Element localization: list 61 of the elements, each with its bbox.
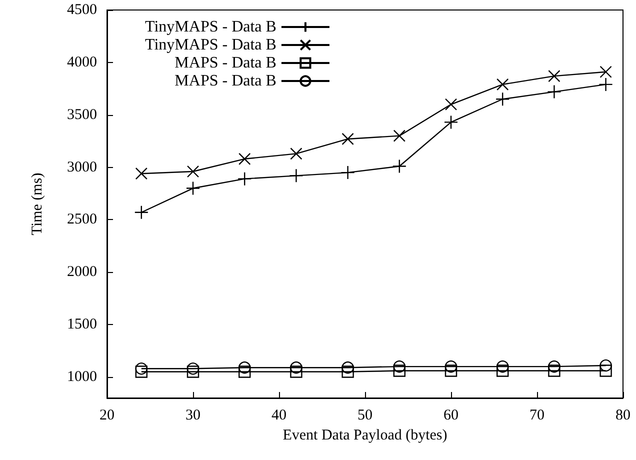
point: [134, 205, 148, 220]
point: [548, 360, 560, 373]
y-axis-title: Time (ms): [30, 172, 46, 236]
point: [290, 148, 302, 160]
point: [342, 366, 354, 378]
point: [600, 66, 612, 78]
point: [444, 115, 458, 130]
x-tick-label: 60: [444, 408, 458, 424]
x-axis-title: Event Data Payload (bytes): [282, 428, 448, 444]
point: [135, 167, 148, 180]
y-tick-label: 2000: [67, 264, 97, 280]
point: [600, 364, 612, 377]
point: [238, 366, 251, 378]
point: [548, 70, 560, 82]
legend-label: TinyMAPS - Data B: [145, 18, 276, 36]
x-tick-label: 20: [100, 408, 114, 424]
legend-label: MAPS - Data B: [174, 54, 276, 72]
y-tick-label: 4000: [67, 54, 97, 70]
point: [547, 84, 562, 99]
point: [186, 165, 200, 178]
point: [444, 360, 458, 373]
point: [342, 132, 354, 146]
x-tick-label: 80: [616, 408, 630, 424]
x-tick-label: 50: [358, 408, 372, 424]
point: [496, 78, 509, 91]
point: [186, 362, 200, 375]
y-tick-label: 1500: [67, 316, 97, 333]
point: [340, 165, 355, 180]
point: [393, 360, 406, 373]
x-tick-label: 30: [186, 408, 200, 424]
y-tick-label: 4500: [67, 2, 97, 18]
y-tick-label: 2500: [67, 212, 97, 228]
y-tick-label: 1000: [67, 369, 97, 386]
point: [444, 98, 458, 110]
legend-label: MAPS - Data B: [174, 72, 276, 90]
point: [342, 361, 354, 374]
point: [392, 159, 406, 174]
point: [290, 361, 302, 374]
point: [289, 168, 304, 183]
x-tick-label: 40: [272, 408, 286, 424]
point: [135, 366, 148, 378]
point: [548, 364, 560, 377]
point: [238, 152, 251, 166]
legend-label: TinyMAPS - Data B: [145, 36, 276, 54]
point: [238, 172, 252, 186]
point: [186, 181, 200, 196]
y-tick-label: 3500: [67, 106, 97, 123]
point: [496, 360, 509, 373]
point: [393, 130, 406, 142]
point: [598, 77, 613, 92]
point: [393, 364, 406, 377]
point: [444, 364, 458, 377]
point: [238, 361, 251, 374]
y-tick-label: 3000: [67, 159, 97, 176]
point: [186, 366, 200, 378]
point: [290, 366, 302, 378]
point: [496, 364, 509, 377]
x-tick-label: 70: [530, 408, 544, 424]
point: [496, 92, 510, 106]
point: [135, 362, 148, 375]
point: [600, 359, 612, 372]
